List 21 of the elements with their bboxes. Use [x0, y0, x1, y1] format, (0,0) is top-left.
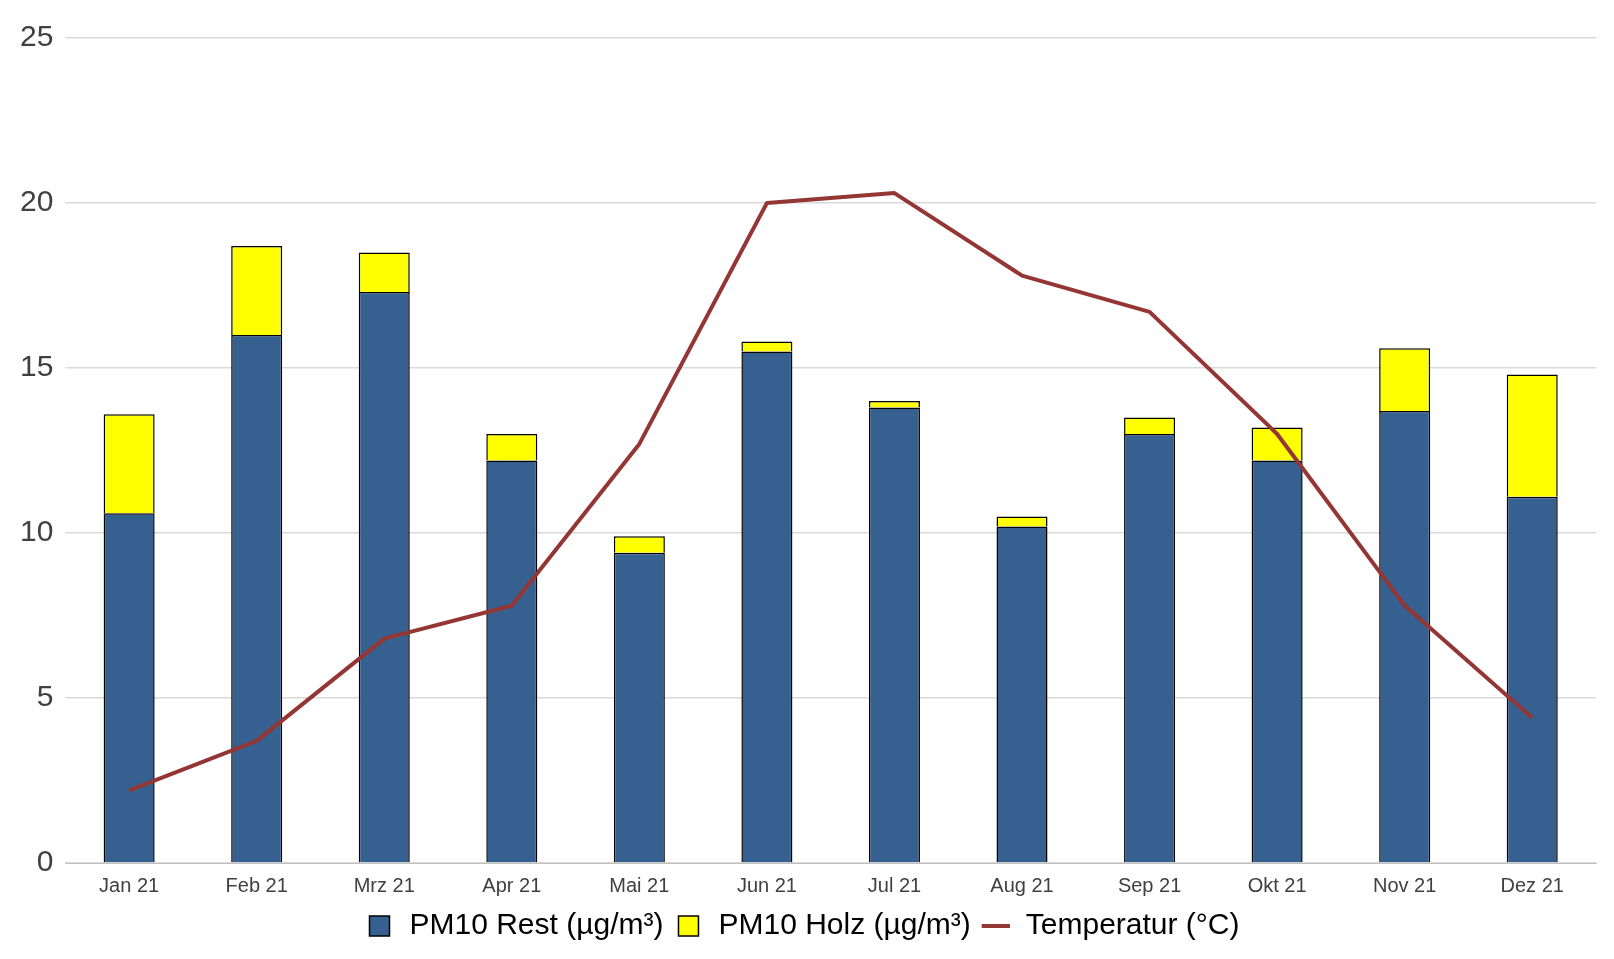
x-tick-label: Okt 21 — [1247, 873, 1307, 896]
x-tick-label: Jan 21 — [99, 873, 160, 896]
legend-label: Temperatur (°C) — [1025, 907, 1240, 941]
y-tick-label: 25 — [19, 19, 54, 53]
legend-label: PM10 Holz (µg/m³) — [718, 907, 971, 941]
y-tick-label: 5 — [36, 679, 54, 713]
y-tick-label: 20 — [19, 184, 54, 218]
x-tick-label: Jun 21 — [736, 873, 797, 896]
legend-label: PM10 Rest (µg/m³) — [409, 907, 664, 941]
x-tick-label: Mai 21 — [609, 873, 670, 896]
x-tick-label: Aug 21 — [990, 873, 1054, 896]
x-tick-label: Apr 21 — [482, 873, 542, 896]
x-tick-label: Jul 21 — [867, 873, 922, 896]
y-tick-label: 10 — [19, 514, 54, 548]
x-tick-label: Mrz 21 — [353, 873, 415, 896]
x-tick-label: Dez 21 — [1500, 873, 1564, 896]
x-tick-label: Sep 21 — [1117, 873, 1182, 896]
y-tick-label: 15 — [19, 349, 54, 383]
x-tick-label: Feb 21 — [225, 873, 288, 896]
y-tick-label: 0 — [36, 844, 54, 878]
x-tick-label: Nov 21 — [1372, 873, 1437, 896]
